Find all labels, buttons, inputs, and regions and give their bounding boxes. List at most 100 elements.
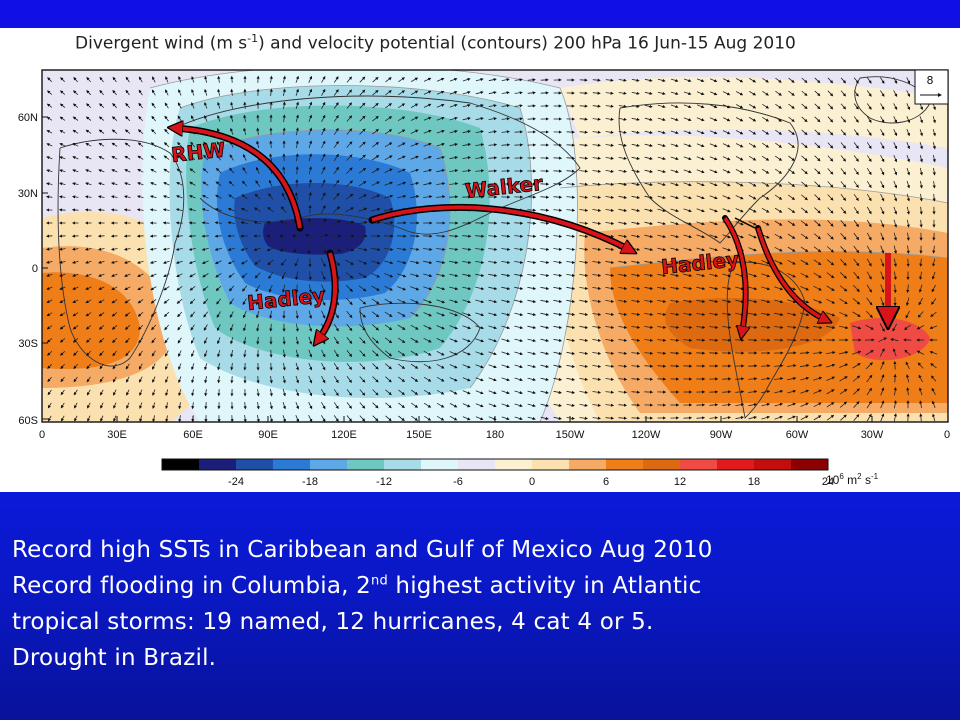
wind-vector (333, 179, 340, 188)
wind-vector (242, 153, 247, 161)
wind-vector (631, 91, 640, 95)
wind-vector (99, 89, 104, 96)
lon-label: 0 (944, 429, 950, 441)
wind-vector (475, 104, 484, 108)
wind-vector (216, 154, 222, 161)
wind-vector (123, 195, 131, 199)
wind-vector (749, 104, 757, 109)
wind-vector (749, 78, 757, 83)
wind-vector (644, 208, 654, 213)
wind-vector (201, 221, 209, 225)
wind-vector (919, 206, 923, 215)
wind-vector (880, 90, 885, 97)
wind-vector (853, 193, 859, 202)
wind-vector (866, 129, 872, 136)
wind-vector (840, 194, 847, 201)
colorbar-tick-label: -18 (302, 476, 318, 488)
wind-vector (618, 182, 628, 186)
wind-vector (644, 78, 653, 82)
wind-vector (722, 143, 731, 148)
wind-vector (321, 127, 326, 136)
wind-vector (657, 104, 666, 109)
colorbar-tick-label: 12 (674, 476, 686, 488)
colorbar-swatch (495, 459, 533, 470)
wind-vector (605, 143, 614, 147)
wind-vector (514, 78, 523, 82)
wind-vector (605, 195, 615, 199)
wind-vector (346, 89, 353, 96)
wind-vector (631, 221, 641, 225)
wind-vector (137, 142, 144, 147)
colorbar-tick-label: -12 (376, 476, 392, 488)
wind-vector (371, 194, 381, 199)
wind-vector (410, 195, 420, 199)
wind-vector (151, 102, 156, 109)
top-band (0, 0, 960, 28)
wind-vector (423, 168, 433, 173)
colorbar-ticks: -24 -18 -12 -6 0 6 12 18 24 (228, 476, 834, 488)
wind-vector (736, 91, 744, 96)
wind-vector (372, 102, 379, 109)
wind-vector (150, 155, 157, 160)
wind-vector (683, 91, 692, 96)
wind-vector (893, 129, 898, 137)
wind-vector (385, 77, 392, 83)
wind-vector (735, 195, 744, 200)
wind-vector (631, 78, 640, 82)
colorbar-tick-label: 0 (529, 476, 535, 488)
wind-vector (644, 195, 654, 200)
wind-vector (722, 195, 731, 200)
wind-vector (281, 206, 287, 213)
wind-vector (840, 90, 847, 97)
wind-vector (631, 143, 640, 147)
wind-vector (333, 166, 340, 175)
wind-vector (657, 117, 666, 122)
wind-vector (761, 181, 770, 187)
wind-vector (282, 101, 286, 109)
wind-vector (359, 76, 366, 83)
wind-vector (893, 193, 898, 202)
wind-vector (346, 102, 352, 109)
wind-vector (242, 167, 247, 174)
wind-vector (384, 116, 393, 122)
wind-vector (840, 142, 846, 149)
wind-vector (163, 182, 170, 186)
wind-vector (827, 129, 834, 136)
wind-vector (853, 181, 859, 189)
wind-vector (840, 155, 846, 162)
wind-vector (423, 155, 432, 160)
wind-vector (72, 103, 79, 108)
wind-vector (269, 75, 273, 83)
wind-vector (59, 130, 66, 134)
wind-vector (475, 143, 485, 147)
wind-vector (618, 169, 627, 173)
wind-vector (295, 140, 299, 149)
wind-vector (176, 155, 183, 161)
wind-vector (774, 155, 783, 161)
wind-vector (282, 114, 286, 123)
wind-vector (488, 143, 498, 147)
wind-vector (644, 143, 653, 147)
wind-vector (893, 77, 898, 84)
wind-vector (501, 143, 511, 147)
wind-vector (840, 168, 847, 175)
wind-vector (384, 129, 393, 135)
wind-vector (475, 78, 484, 82)
wind-vector (163, 142, 170, 148)
wind-vector (411, 77, 419, 82)
wind-vector (46, 116, 53, 121)
wind-vector (255, 180, 261, 187)
wind-vector (164, 102, 169, 109)
wind-vector (345, 220, 355, 225)
wind-vector (255, 166, 260, 174)
wind-vector (151, 128, 157, 135)
lon-label: 90E (258, 429, 278, 441)
wind-vector (722, 156, 731, 161)
wind-vector (110, 195, 118, 199)
wind-vector (46, 130, 53, 134)
wind-vector (59, 103, 66, 108)
wind-vector (579, 143, 588, 147)
wind-vector (346, 154, 353, 161)
wind-vector (150, 168, 157, 173)
wind-vector (112, 89, 117, 96)
